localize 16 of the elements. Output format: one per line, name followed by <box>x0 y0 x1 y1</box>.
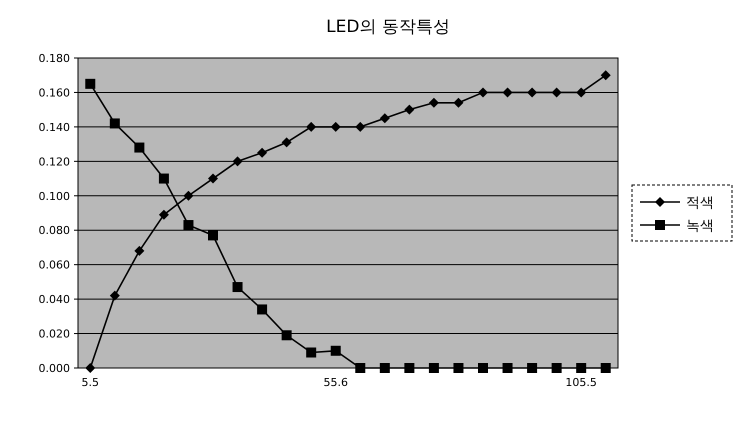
y-tick-label: 0.040 <box>38 293 70 306</box>
x-tick-label: 105.5 <box>565 376 597 389</box>
chart-title: LED의 동작특성 <box>326 17 450 37</box>
y-tick-label: 0.000 <box>38 362 70 375</box>
y-tick-label: 0.060 <box>38 258 70 272</box>
y-tick-label: 0.140 <box>38 120 70 134</box>
y-tick-label: 0.080 <box>38 224 70 238</box>
legend-label: 녹색 <box>686 218 714 234</box>
y-tick-label: 0.100 <box>38 190 70 203</box>
y-tick-label: 0.120 <box>38 155 70 168</box>
y-tick-label: 0.020 <box>38 328 70 341</box>
x-tick-label: 5.5 <box>82 376 100 389</box>
x-tick-label: 55.6 <box>323 376 348 389</box>
y-tick-label: 0.180 <box>38 52 70 65</box>
legend-label: 적색 <box>686 195 714 211</box>
y-tick-label: 0.160 <box>38 86 70 100</box>
